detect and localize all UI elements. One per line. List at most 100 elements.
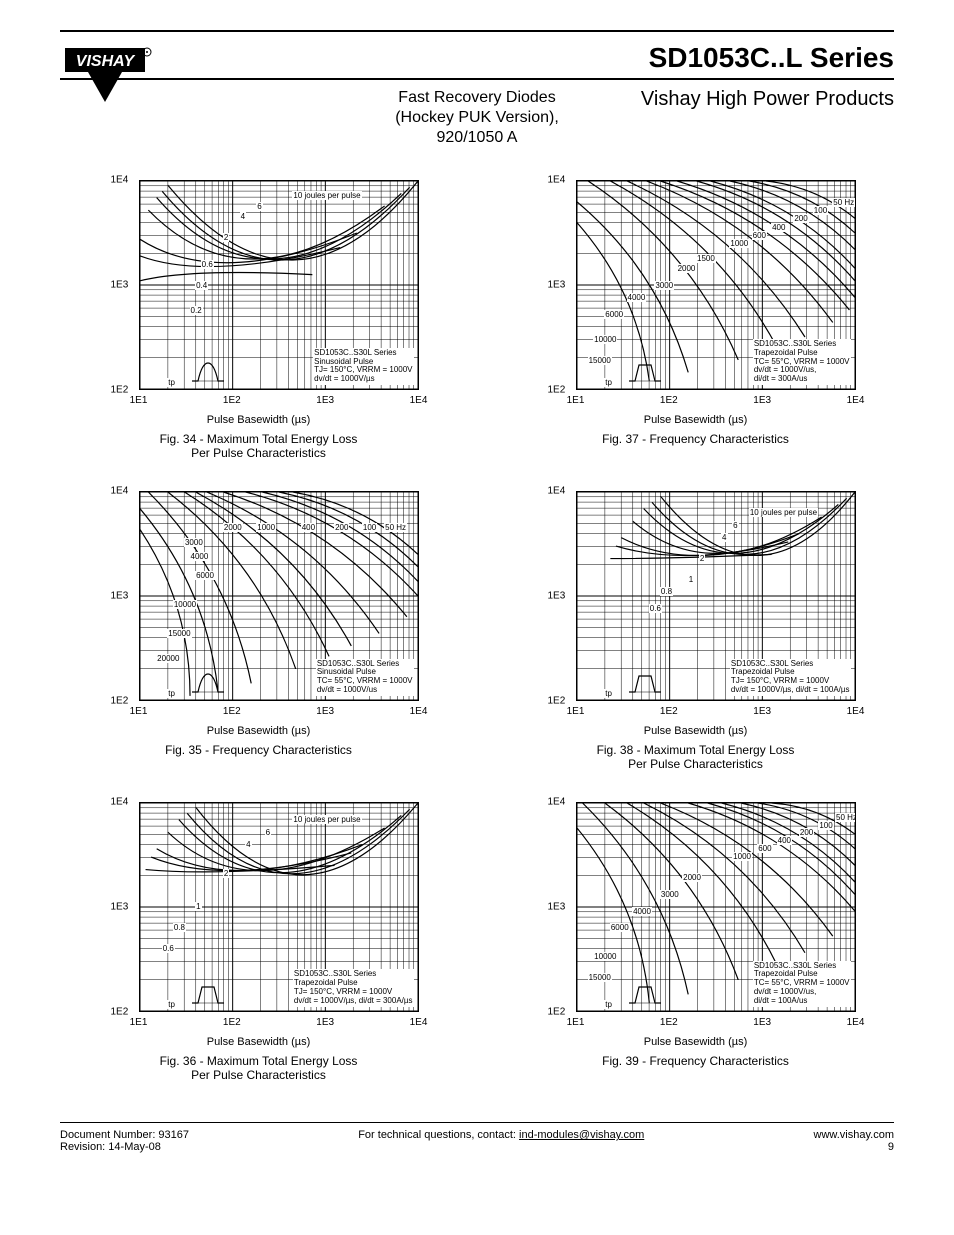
curve-label: 50 Hz bbox=[835, 813, 855, 822]
chart-frame: Peak Forward Current (A)Pulse Basewidth … bbox=[89, 481, 429, 741]
x-axis-label: Pulse Basewidth (µs) bbox=[644, 725, 748, 737]
y-tick: 1E3 bbox=[111, 901, 129, 912]
doc-desc-l1: Fast Recovery Diodes bbox=[398, 89, 555, 106]
chart-caption: Fig. 39 - Frequency Characteristics bbox=[602, 1054, 789, 1068]
tp-label: tp bbox=[167, 689, 176, 698]
x-tick: 1E2 bbox=[223, 1017, 241, 1028]
curve-label: 6000 bbox=[610, 923, 630, 932]
curve-label: 3000 bbox=[660, 890, 680, 899]
x-tick: 1E1 bbox=[567, 395, 585, 406]
curve-label: 0.4 bbox=[195, 281, 208, 290]
y-tick: 1E3 bbox=[111, 280, 129, 291]
curve-label: 10 joules per pulse bbox=[292, 191, 361, 200]
doc-description: Fast Recovery Diodes (Hockey PUK Version… bbox=[395, 88, 559, 148]
tp-label: tp bbox=[604, 1000, 613, 1009]
curve-label: 20000 bbox=[156, 654, 180, 663]
footer-right: www.vishay.com 9 bbox=[814, 1129, 894, 1153]
curve-label: 15000 bbox=[167, 629, 191, 638]
pulse-shape-icon bbox=[627, 983, 663, 1007]
x-tick: 1E2 bbox=[660, 706, 678, 717]
x-tick: 1E4 bbox=[847, 395, 865, 406]
curve-label: 0.6 bbox=[201, 260, 214, 269]
conditions-box: SD1053C..S30L SeriesTrapezoidal PulseTJ=… bbox=[293, 969, 414, 1006]
footer-left: Document Number: 93167 Revision: 14-May-… bbox=[60, 1129, 189, 1153]
curve-label: 2000 bbox=[223, 523, 243, 532]
x-tick: 1E2 bbox=[660, 395, 678, 406]
curve-label: 200 bbox=[334, 523, 349, 532]
curve-label: 2000 bbox=[677, 264, 697, 273]
x-tick: 1E4 bbox=[410, 706, 428, 717]
x-tick: 1E3 bbox=[316, 395, 334, 406]
revision: Revision: 14-May-08 bbox=[60, 1141, 161, 1153]
tp-label: tp bbox=[604, 378, 613, 387]
doc-number: Document Number: 93167 bbox=[60, 1129, 189, 1141]
chart-frame: Peak Forward Current (A)Pulse Basewidth … bbox=[89, 792, 429, 1052]
curve-label: 1000 bbox=[729, 239, 749, 248]
pulse-shape-icon bbox=[190, 672, 226, 696]
fig36: Peak Forward Current (A)Pulse Basewidth … bbox=[60, 792, 457, 1083]
page: VISHAY SD1053C..L Series Vishay High Pow… bbox=[0, 0, 954, 1173]
y-tick: 1E4 bbox=[548, 796, 566, 807]
chart-frame: Peak Forward Current (A)Pulse Basewidth … bbox=[89, 170, 429, 430]
plot-area: 10 joules per pulse64210.80.6SD1053C..S3… bbox=[139, 802, 419, 1012]
pulse-shape-icon bbox=[190, 361, 226, 385]
x-tick: 1E3 bbox=[316, 706, 334, 717]
curve-label: 50 Hz bbox=[384, 523, 407, 532]
plot-area: 50 Hz10020040060010001500200030004000600… bbox=[576, 180, 856, 390]
chart-caption: Fig. 38 - Maximum Total Energy LossPer P… bbox=[597, 743, 795, 772]
footer: Document Number: 93167 Revision: 14-May-… bbox=[60, 1122, 894, 1153]
x-tick: 1E1 bbox=[567, 706, 585, 717]
plot-area: 10 joules per pulse64210.80.6SD1053C..S3… bbox=[576, 491, 856, 701]
doc-desc-l2: (Hockey PUK Version), bbox=[395, 109, 559, 126]
curve-label: 0.2 bbox=[190, 306, 203, 315]
pulse-shape-icon bbox=[627, 361, 663, 385]
x-tick: 1E3 bbox=[753, 706, 771, 717]
x-tick: 1E1 bbox=[130, 1017, 148, 1028]
curve-label: 400 bbox=[777, 836, 792, 845]
x-tick: 1E1 bbox=[130, 395, 148, 406]
y-tick: 1E2 bbox=[111, 385, 129, 396]
fig37: Peak Forward Current (A)Pulse Basewidth … bbox=[497, 170, 894, 461]
conditions-box: SD1053C..S30L SeriesSinusoidal PulseTC= … bbox=[316, 659, 414, 696]
pulse-shape-icon bbox=[627, 672, 663, 696]
curve-label: 15000 bbox=[588, 973, 612, 982]
tp-label: tp bbox=[167, 1000, 176, 1009]
curve-label: 6 bbox=[732, 521, 738, 530]
curve-label: 6 bbox=[256, 202, 262, 211]
curve-label: 4000 bbox=[190, 552, 210, 561]
curve-label: 0.8 bbox=[660, 587, 673, 596]
y-tick: 1E4 bbox=[111, 796, 129, 807]
tp-label: tp bbox=[604, 689, 613, 698]
curve-label: 2000 bbox=[682, 873, 702, 882]
fig35: Peak Forward Current (A)Pulse Basewidth … bbox=[60, 481, 457, 772]
x-tick: 1E4 bbox=[410, 1017, 428, 1028]
header: VISHAY SD1053C..L Series Vishay High Pow… bbox=[60, 30, 894, 150]
curve-label: 600 bbox=[757, 844, 772, 853]
curve-label: 10 joules per pulse bbox=[749, 508, 818, 517]
product-line: Vishay High Power Products bbox=[641, 88, 894, 111]
chart-caption: Fig. 36 - Maximum Total Energy LossPer P… bbox=[160, 1054, 358, 1083]
y-tick: 1E3 bbox=[548, 590, 566, 601]
fig34: Peak Forward Current (A)Pulse Basewidth … bbox=[60, 170, 457, 461]
chart-caption: Fig. 35 - Frequency Characteristics bbox=[165, 743, 352, 757]
x-tick: 1E3 bbox=[316, 1017, 334, 1028]
contact-link[interactable]: ind-modules@vishay.com bbox=[519, 1129, 644, 1141]
x-tick: 1E3 bbox=[753, 1017, 771, 1028]
curve-label: 100 bbox=[362, 523, 377, 532]
x-tick: 1E2 bbox=[223, 706, 241, 717]
curve-label: 1 bbox=[688, 575, 694, 584]
curve-label: 200 bbox=[793, 214, 808, 223]
y-tick: 1E2 bbox=[111, 695, 129, 706]
conditions-box: SD1053C..S30L SeriesTrapezoidal PulseTC=… bbox=[753, 339, 851, 385]
curve-label: 1000 bbox=[256, 523, 276, 532]
curve-label: 10 joules per pulse bbox=[292, 815, 361, 824]
y-tick: 1E3 bbox=[111, 590, 129, 601]
conditions-box: SD1053C..S30L SeriesTrapezoidal PulseTC=… bbox=[753, 961, 851, 1007]
curve-label: 15000 bbox=[588, 356, 612, 365]
fig39: Peak Forward Current (A)Pulse Basewidth … bbox=[497, 792, 894, 1083]
y-tick: 1E4 bbox=[548, 485, 566, 496]
curve-label: 3000 bbox=[184, 538, 204, 547]
curve-label: 4 bbox=[245, 840, 251, 849]
curve-label: 6 bbox=[265, 828, 271, 837]
x-tick: 1E4 bbox=[410, 395, 428, 406]
